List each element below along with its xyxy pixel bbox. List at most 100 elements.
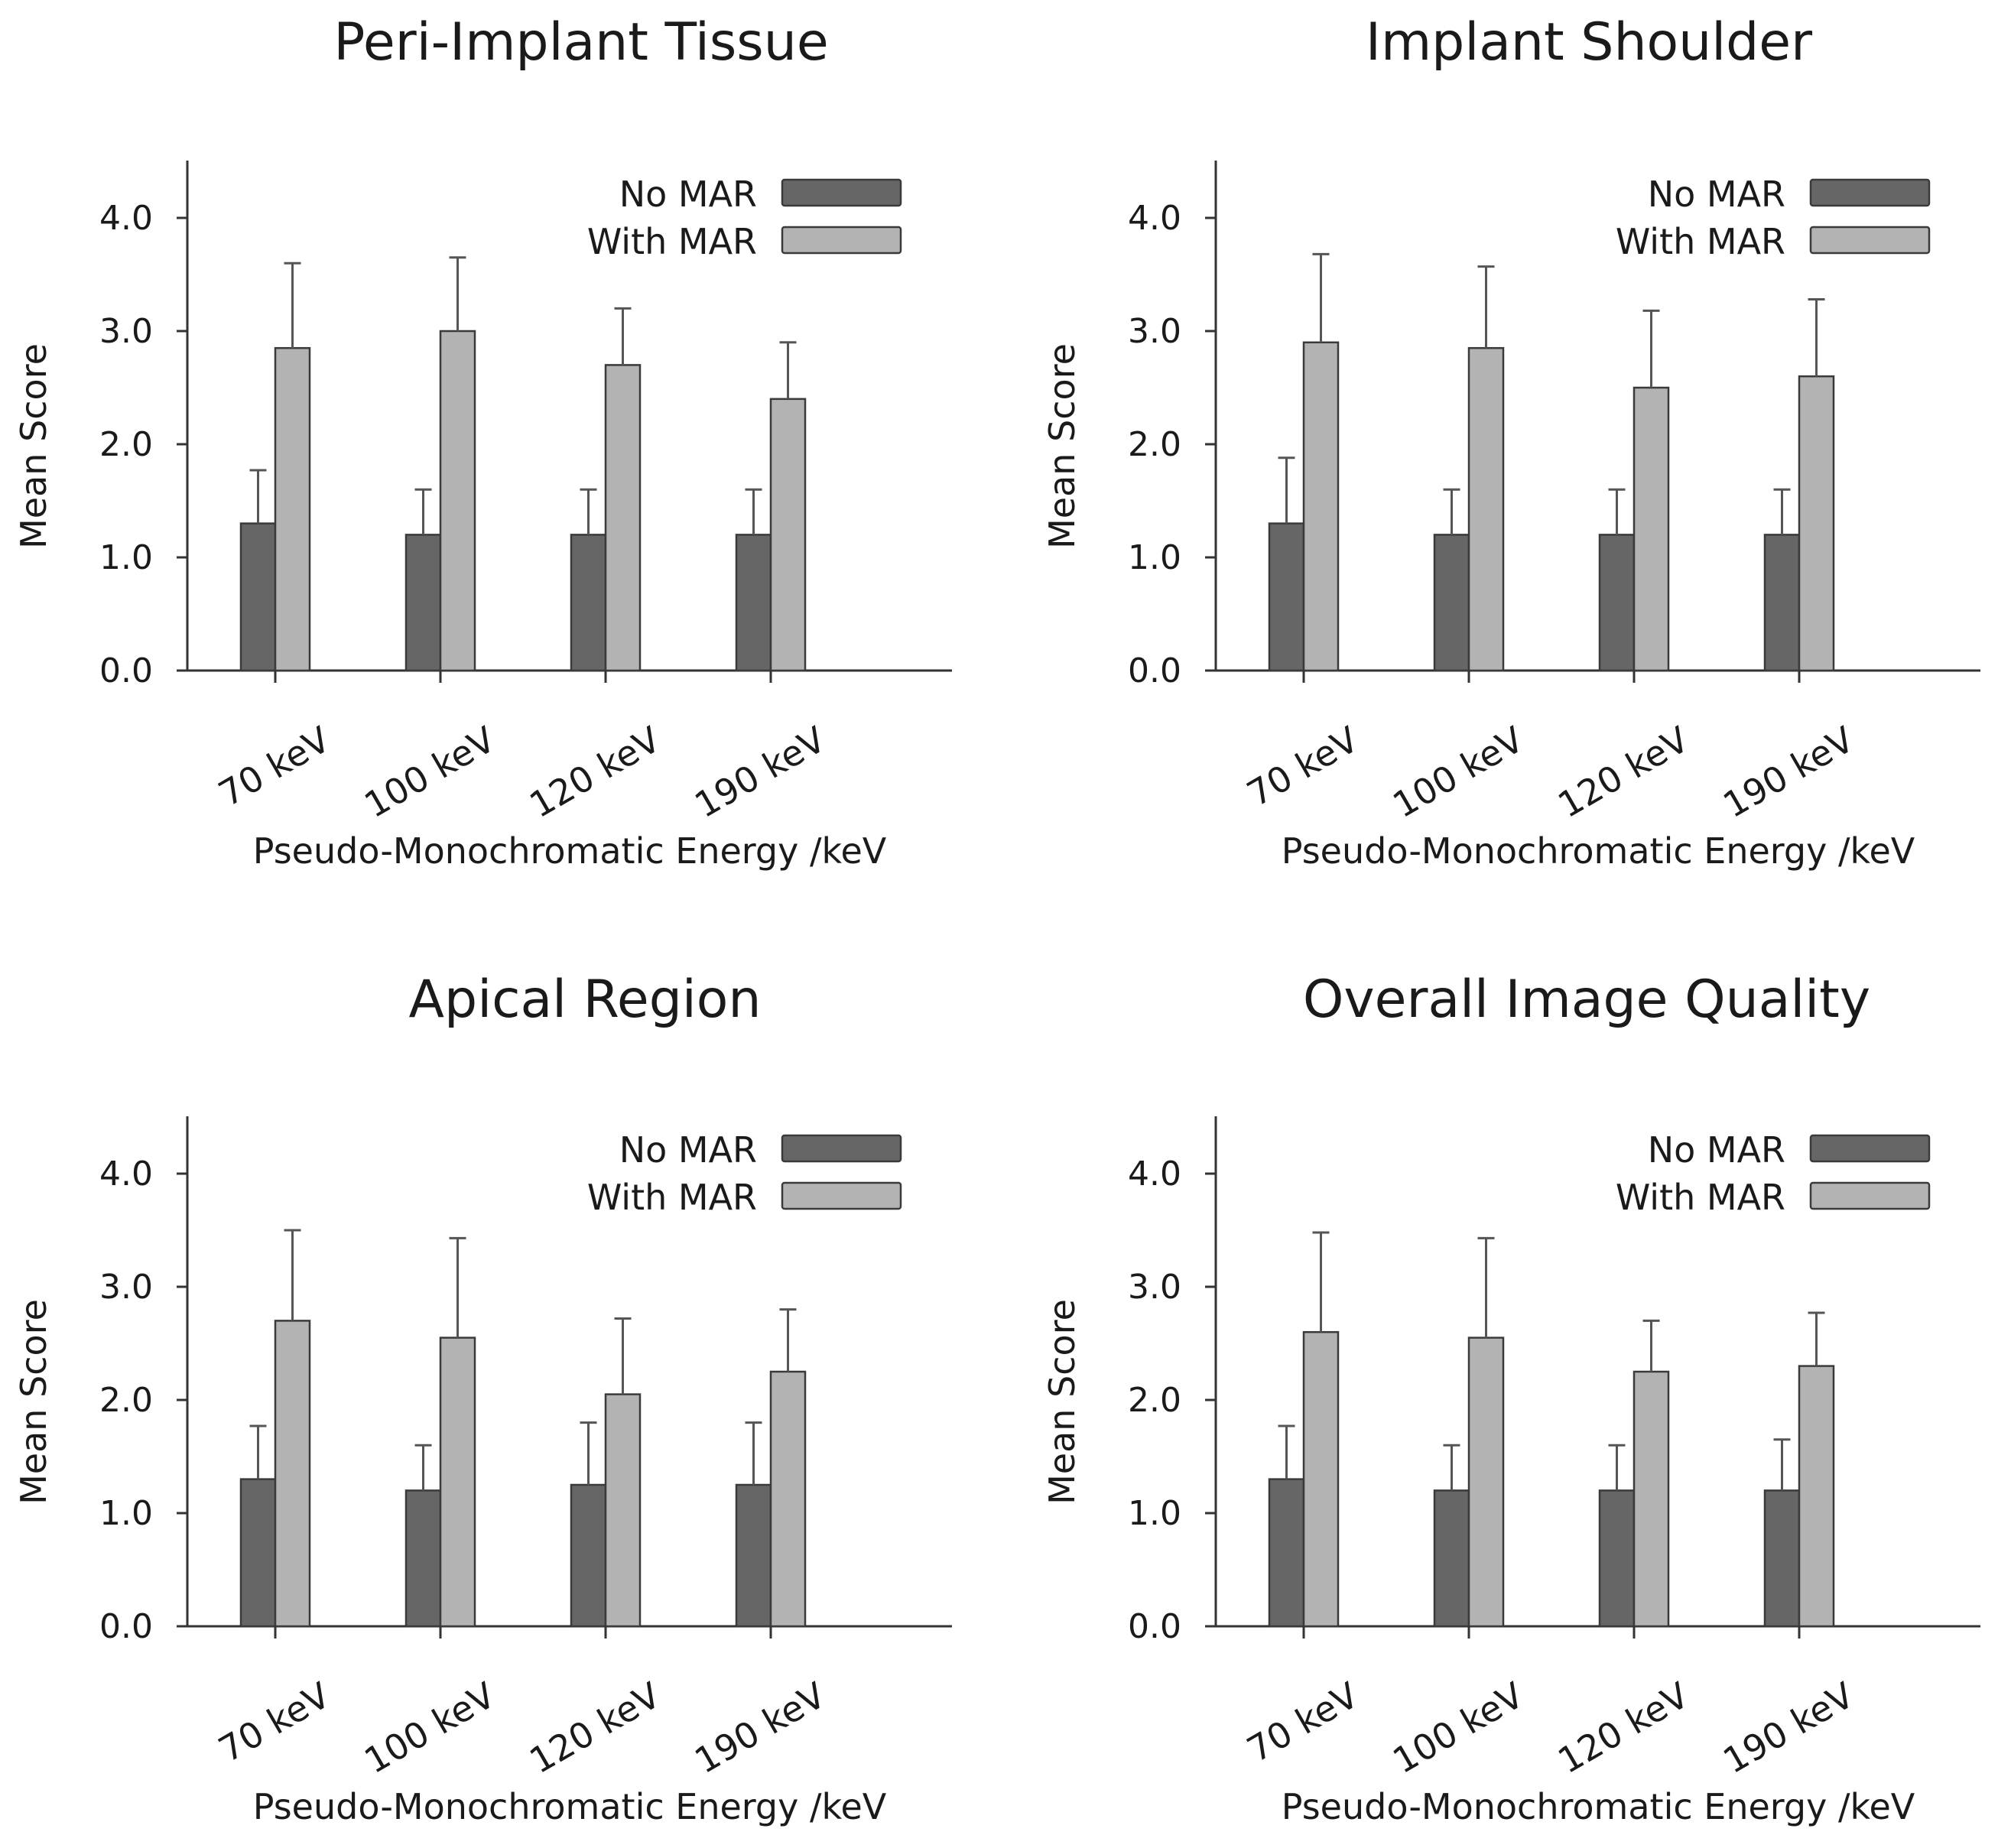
legend-swatch-with-mar [1809,1181,1931,1210]
x-tick-label: 100 keV [357,719,502,827]
y-axis-label: Mean Score [13,343,54,549]
x-axis-label: Pseudo-Monochromatic Energy /keV [1282,830,1915,872]
x-tick-label: 120 keV [522,719,668,827]
legend-swatch-with-mar [1809,226,1931,255]
bar-with-mar [604,364,642,672]
y-tick-label: 1.0 [1128,538,1181,577]
bar-with-mar [1798,1365,1835,1628]
bar-with-mar [1302,1330,1340,1628]
bar-with-mar [1798,375,1835,672]
y-axis-label: Mean Score [1041,343,1083,549]
x-tick-label: 190 keV [687,719,833,827]
x-tick-label: 100 keV [357,1674,502,1782]
x-axis-label: Pseudo-Monochromatic Energy /keV [1282,1786,1915,1827]
y-tick-label: 2.0 [1128,425,1181,464]
bar-no-mar [1598,1489,1636,1628]
bar-no-mar [1763,1489,1801,1628]
bar-no-mar [1433,534,1470,672]
chart-panel-4: Overall Image Quality 0.0 1.0 2.0 3.0 4.0 Mean… [1041,969,1980,1827]
bar-no-mar [1268,1478,1305,1628]
bar-no-mar [735,534,772,672]
legend-swatch-with-mar [781,226,902,255]
chart-panel-2: Implant Shoulder 0.0 1.0 2.0 3.0 4.0 Mean Scor… [1041,12,1980,872]
chart-title: Peri-Implant Tissue [333,12,828,73]
bar-with-mar [769,1370,807,1628]
x-tick-label: 190 keV [1716,1674,1861,1782]
y-tick-label: 4.0 [99,1155,153,1194]
y-tick-label: 4.0 [99,199,153,238]
y-tick-label: 1.0 [99,538,153,577]
y-tick-label: 0.0 [99,651,153,690]
y-tick-label: 3.0 [1128,1268,1181,1307]
legend-swatch-with-mar [781,1181,902,1210]
bar-with-mar [1302,341,1340,672]
chart-title: Apical Region [409,969,762,1030]
bar-with-mar [274,346,311,672]
y-axis-label: Mean Score [13,1299,54,1505]
bar-with-mar [1467,1336,1505,1628]
x-tick-label: 120 keV [522,1674,668,1782]
chart-panel-3: Apical Region 0.0 1.0 2.0 3.0 4.0 Mean Score 70… [13,969,952,1827]
y-tick-label: 3.0 [99,312,153,351]
legend-label: With MAR [1616,1177,1785,1218]
chart-panel-1: Peri-Implant Tissue 0.0 1.0 2.0 3.0 4.0 Mean S… [13,12,952,872]
y-tick-label: 0.0 [1128,651,1181,690]
legend-swatch-no-mar [1809,178,1931,207]
bar-no-mar [570,1483,607,1628]
x-tick-label: 70 keV [212,719,337,815]
chart-title: Implant Shoulder [1366,12,1812,73]
bar-no-mar [239,522,277,672]
bar-with-mar [1633,386,1670,672]
y-tick-label: 3.0 [99,1268,153,1307]
bar-no-mar [404,1489,442,1628]
legend-label: With MAR [587,221,757,262]
y-tick-label: 4.0 [1128,199,1181,238]
bar-no-mar [1433,1489,1470,1628]
bar-with-mar [274,1320,311,1628]
y-tick-label: 0.0 [1128,1607,1181,1646]
x-axis-label: Pseudo-Monochromatic Energy /keV [253,830,887,872]
x-tick-label: 70 keV [212,1674,337,1771]
legend: No MAR With MAR [1616,1129,1931,1218]
y-tick-label: 2.0 [1128,1381,1181,1420]
legend-swatch-no-mar [781,1134,902,1163]
bar-no-mar [404,534,442,672]
legend-swatch-no-mar [781,178,902,207]
bar-no-mar [239,1478,277,1628]
x-tick-label: 100 keV [1386,719,1531,827]
y-tick-label: 1.0 [99,1494,153,1533]
x-tick-label: 120 keV [1551,719,1696,827]
legend-label: With MAR [587,1177,757,1218]
bar-no-mar [735,1483,772,1628]
bar-with-mar [604,1393,642,1628]
chart-title: Overall Image Quality [1303,969,1870,1030]
bar-no-mar [1268,522,1305,672]
legend-label: No MAR [1648,174,1785,215]
y-tick-label: 2.0 [99,1381,153,1420]
bar-no-mar [1763,534,1801,672]
bar-with-mar [439,1336,476,1628]
bar-no-mar [1598,534,1636,672]
legend: No MAR With MAR [1616,174,1931,262]
x-tick-label: 120 keV [1551,1674,1696,1782]
x-tick-label: 70 keV [1240,1674,1366,1771]
x-tick-label: 190 keV [1716,719,1861,827]
bar-with-mar [439,330,476,672]
legend: No MAR With MAR [587,1129,902,1218]
x-tick-label: 190 keV [687,1674,833,1782]
x-tick-label: 70 keV [1240,719,1366,815]
y-tick-label: 1.0 [1128,1494,1181,1533]
legend-swatch-no-mar [1809,1134,1931,1163]
bar-with-mar [1633,1370,1670,1628]
y-tick-label: 4.0 [1128,1155,1181,1194]
legend: No MAR With MAR [587,174,902,262]
x-axis-label: Pseudo-Monochromatic Energy /keV [253,1786,887,1827]
y-axis-label: Mean Score [1041,1299,1083,1505]
bar-no-mar [570,534,607,672]
bar-with-mar [1467,346,1505,672]
bar-with-mar [769,398,807,672]
legend-label: With MAR [1616,221,1785,262]
y-tick-label: 0.0 [99,1607,153,1646]
y-tick-label: 3.0 [1128,312,1181,351]
